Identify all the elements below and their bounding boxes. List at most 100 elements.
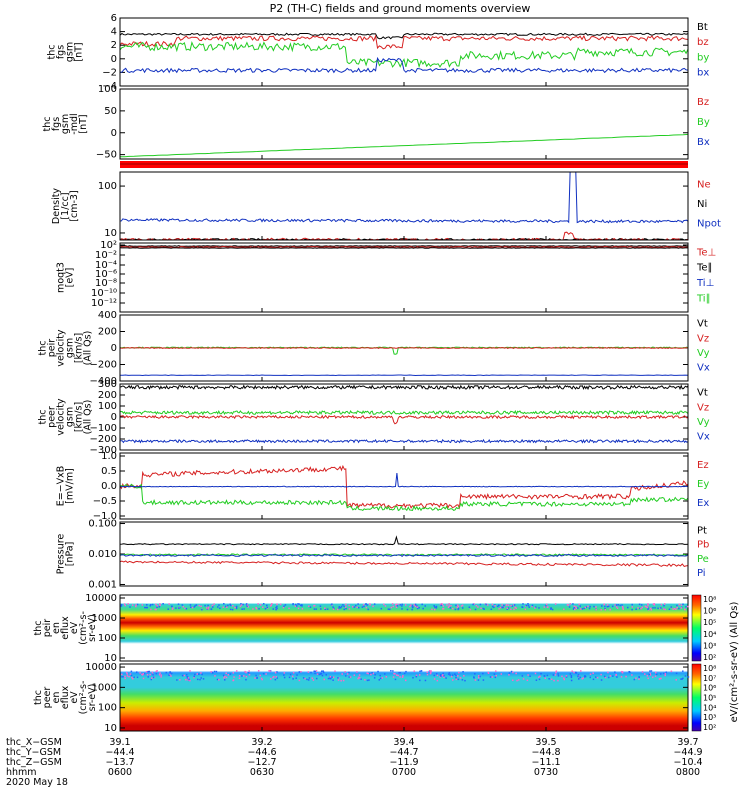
spectrogram-speckle	[167, 608, 169, 610]
spectrogram-speckle	[322, 675, 324, 677]
spectrogram-speckle	[457, 609, 459, 611]
spectrogram-speckle	[292, 676, 294, 678]
spectrogram-speckle	[413, 604, 415, 606]
spectrogram-speckle	[416, 675, 418, 677]
spectrogram-speckle	[131, 675, 133, 677]
spectrogram-speckle	[579, 677, 581, 679]
y-tick-label: 10000	[85, 593, 117, 604]
spectrogram-speckle	[669, 609, 671, 611]
legend-entry: Ti⊥	[696, 278, 714, 289]
spectrogram-speckle	[572, 603, 574, 605]
spectrogram-speckle	[660, 673, 662, 675]
spectrogram-speckle	[193, 676, 195, 678]
spectrogram-speckle	[207, 608, 209, 610]
legend-entry: Pi	[697, 568, 706, 579]
spectrogram-speckle	[381, 608, 383, 610]
spectrogram-speckle	[555, 674, 557, 676]
spectrogram-speckle	[161, 674, 163, 676]
spectrogram-speckle	[200, 672, 202, 674]
spectrogram-speckle	[366, 604, 368, 606]
y-tick-label: 200	[98, 390, 117, 401]
spectrogram-speckle	[392, 606, 394, 608]
spectrogram-speckle	[197, 679, 199, 681]
spectrogram-speckle	[223, 607, 225, 609]
legend-entry: Ez	[697, 460, 709, 471]
spectrogram-speckle	[571, 680, 573, 682]
spectrogram-speckle	[283, 674, 285, 676]
colorbar-tick-label: 10³	[703, 641, 716, 650]
spectrogram-speckle	[527, 680, 529, 682]
spectrogram-speckle	[258, 608, 260, 610]
spectrogram-speckle	[642, 607, 644, 609]
spectrogram-speckle	[370, 674, 372, 676]
spectrogram-speckle	[121, 674, 123, 676]
y-tick-label: 0	[111, 343, 117, 354]
spectrogram-speckle	[434, 606, 436, 608]
spectrogram-speckle	[647, 678, 649, 680]
spectrogram-speckle	[198, 605, 200, 607]
panel-frame	[120, 243, 688, 312]
spectrogram-speckle	[201, 674, 203, 676]
legend-entry: Ni	[697, 199, 707, 210]
spectrogram-speckle	[451, 676, 453, 678]
colorbar-tick-label: 10⁴	[703, 630, 716, 639]
spectrogram-speckle	[149, 605, 151, 607]
spectrogram-speckle	[430, 672, 432, 674]
spectrogram-speckle	[681, 604, 683, 606]
spectrogram-speckle	[472, 604, 474, 606]
legend-entry: Vt	[697, 388, 708, 399]
spectrogram-speckle	[327, 608, 329, 610]
spectrogram-speckle	[647, 675, 649, 677]
series-by	[120, 43, 688, 67]
spectrogram-speckle	[608, 677, 610, 679]
y-tick-label: 6	[111, 13, 117, 24]
spectrogram-speckle	[233, 676, 235, 678]
spectrogram-speckle	[523, 678, 525, 680]
panel-frame	[120, 522, 688, 586]
spectrogram-speckle	[354, 674, 356, 676]
spectrogram-speckle	[401, 605, 403, 607]
spectrogram-speckle	[391, 607, 393, 609]
spectrogram-speckle	[595, 609, 597, 611]
spectrogram-speckle	[151, 677, 153, 679]
spectrogram-speckle	[169, 671, 171, 673]
spectrogram-speckle	[527, 603, 529, 605]
legend-entry: Vz	[697, 402, 709, 413]
spectrogram-speckle	[319, 674, 321, 676]
series-Teperp	[120, 247, 688, 248]
spectrogram-speckle	[632, 606, 634, 608]
spectrogram-speckle	[490, 676, 492, 678]
spectrogram-speckle	[192, 607, 194, 609]
spectrogram-speckle	[479, 676, 481, 678]
spectrogram-speckle	[528, 605, 530, 607]
spectrogram-speckle	[314, 608, 316, 610]
spectrogram-speckle	[306, 679, 308, 681]
spectrogram-speckle	[589, 606, 591, 608]
spectrogram-speckle	[131, 671, 133, 673]
spectrogram-speckle	[184, 675, 186, 677]
spectrogram-speckle	[631, 604, 633, 606]
spectrogram-speckle	[386, 676, 388, 678]
spectrogram-speckle	[313, 671, 315, 673]
spectrogram-speckle	[463, 675, 465, 677]
y-axis-label: [nPa]	[65, 542, 76, 567]
spectrogram-speckle	[144, 607, 146, 609]
spectrogram-speckle	[557, 673, 559, 675]
spectrogram-speckle	[225, 673, 227, 675]
spectrogram-speckle	[440, 605, 442, 607]
spectrogram-speckle	[241, 608, 243, 610]
spectrogram-speckle	[604, 606, 606, 608]
spectrogram-speckle	[159, 672, 161, 674]
spectrogram-speckle	[393, 673, 395, 675]
spectrogram-speckle	[354, 606, 356, 608]
legend-entry: Ti∥	[696, 293, 711, 304]
spectrogram-speckle	[366, 672, 368, 674]
spectrogram-speckle	[121, 604, 123, 606]
spectrogram-speckle	[644, 673, 646, 675]
spectrogram-speckle	[133, 676, 135, 678]
spectrogram-speckle	[345, 675, 347, 677]
spectrogram-speckle	[508, 674, 510, 676]
spectrogram-speckle	[649, 674, 651, 676]
spectrogram-speckle	[614, 671, 616, 673]
spectrogram-speckle	[434, 609, 436, 611]
